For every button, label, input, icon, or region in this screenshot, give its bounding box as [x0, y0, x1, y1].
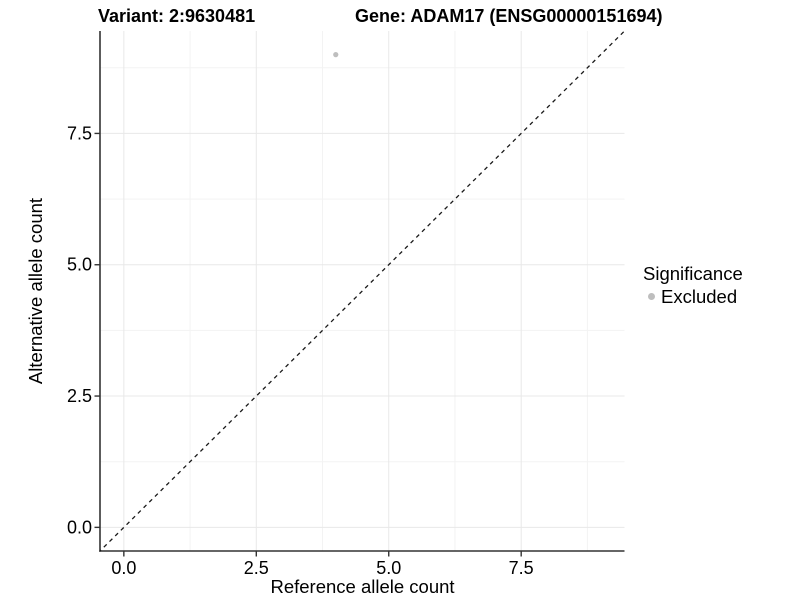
y-tick-label: 5.0 [67, 255, 92, 275]
x-tick-label: 0.0 [111, 558, 136, 578]
axis-lines [99, 31, 625, 552]
y-tick-label: 0.0 [67, 517, 92, 537]
legend-key [643, 288, 660, 305]
axis-ticks [94, 132, 522, 557]
identity-line [100, 31, 625, 551]
data-point [333, 52, 339, 58]
axis-tick-labels: 0.0 2.5 5.0 7.5 0.0 2.5 5.0 7.5 [67, 123, 534, 578]
y-tick-label: 7.5 [67, 123, 92, 143]
gene-title: Gene: ADAM17 (ENSG00000151694) [355, 6, 663, 26]
y-tick-label: 2.5 [67, 386, 92, 406]
gridlines-major [100, 31, 625, 551]
x-tick-label: 5.0 [376, 558, 401, 578]
y-axis-title: Alternative allele count [25, 197, 46, 385]
identity-reference-line [100, 31, 625, 551]
legend-item-excluded: Excluded [643, 286, 743, 307]
x-tick-label: 7.5 [509, 558, 534, 578]
legend-item-label: Excluded [661, 286, 738, 307]
variant-title: Variant: 2:9630481 [98, 6, 256, 26]
x-tick-label: 2.5 [244, 558, 269, 578]
legend: Significance Excluded [643, 263, 743, 307]
x-axis-title: Reference allele count [270, 576, 455, 597]
data-points [333, 52, 339, 58]
excluded-point-icon [648, 293, 655, 300]
legend-title: Significance [643, 263, 743, 284]
gridlines-minor [100, 31, 625, 551]
